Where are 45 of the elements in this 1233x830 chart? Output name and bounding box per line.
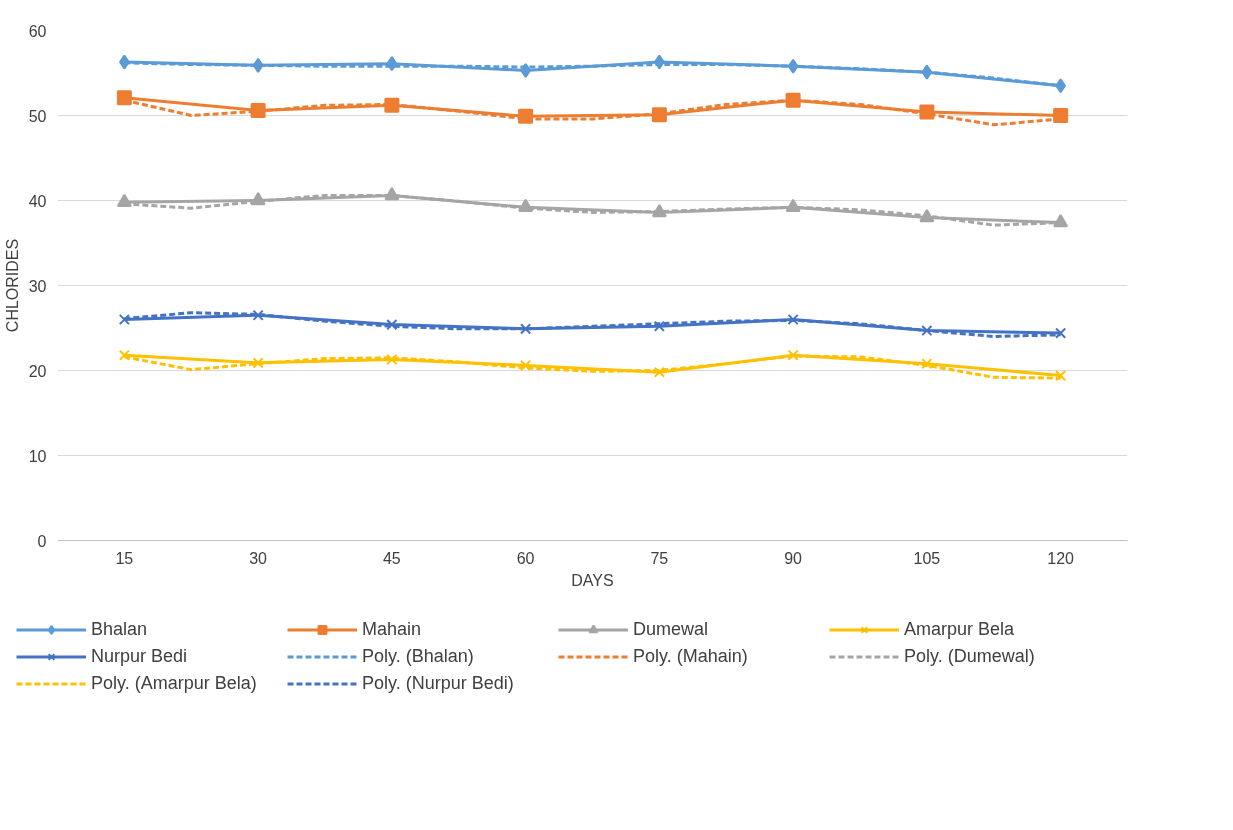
point: [520, 323, 532, 335]
point: [1055, 370, 1067, 382]
legend-label: Dumewal: [632, 618, 709, 640]
point: [921, 324, 933, 337]
point: [386, 319, 398, 331]
y-tick-label: 40: [28, 192, 47, 210]
legend-label: Mahain: [361, 618, 423, 640]
y-tick-label: 30: [28, 277, 47, 295]
x-axis-title: DAYS: [571, 571, 614, 589]
x-tick-label: 15: [115, 549, 134, 567]
x-tick-label: 75: [650, 549, 669, 567]
x-tick-label: 30: [249, 549, 268, 567]
point: [787, 349, 799, 361]
legend-label: Poly. (Nurpur Bedi): [361, 672, 515, 694]
x-tick-label: 105: [913, 549, 941, 567]
x-tick-label: 60: [516, 549, 535, 567]
point: [252, 357, 264, 369]
point: [653, 320, 665, 332]
point: [653, 366, 665, 378]
point: [1055, 327, 1067, 339]
point: [116, 90, 132, 106]
x-tick-label: 45: [382, 549, 401, 567]
y-tick-label: 50: [28, 107, 47, 125]
point: [252, 309, 264, 321]
point: [1053, 108, 1069, 123]
point: [118, 313, 130, 326]
legend-label: Nurpur Bedi: [90, 645, 189, 667]
legend-label: Amarpur Bela: [903, 618, 1016, 640]
point: [921, 358, 933, 370]
point: [787, 313, 799, 326]
point: [118, 349, 130, 361]
x-tick-label: 120: [1047, 549, 1075, 567]
y-tick-label: 20: [28, 362, 47, 380]
point: [520, 359, 532, 371]
legend-label: Poly. (Amarpur Bela): [90, 672, 258, 694]
legend-label: Bhalan: [90, 618, 149, 640]
legend-label: Poly. (Mahain): [632, 645, 749, 667]
y-tick-label: 10: [28, 447, 47, 465]
y-axis-title: CHLORIDES: [3, 238, 21, 333]
legend-label: Poly. (Dumewal): [903, 645, 1036, 667]
y-tick-label: 60: [28, 22, 47, 40]
point: [386, 353, 398, 366]
legend-label: Poly. (Bhalan): [361, 645, 475, 667]
y-tick-label: 0: [37, 532, 47, 550]
x-tick-label: 90: [784, 549, 803, 567]
